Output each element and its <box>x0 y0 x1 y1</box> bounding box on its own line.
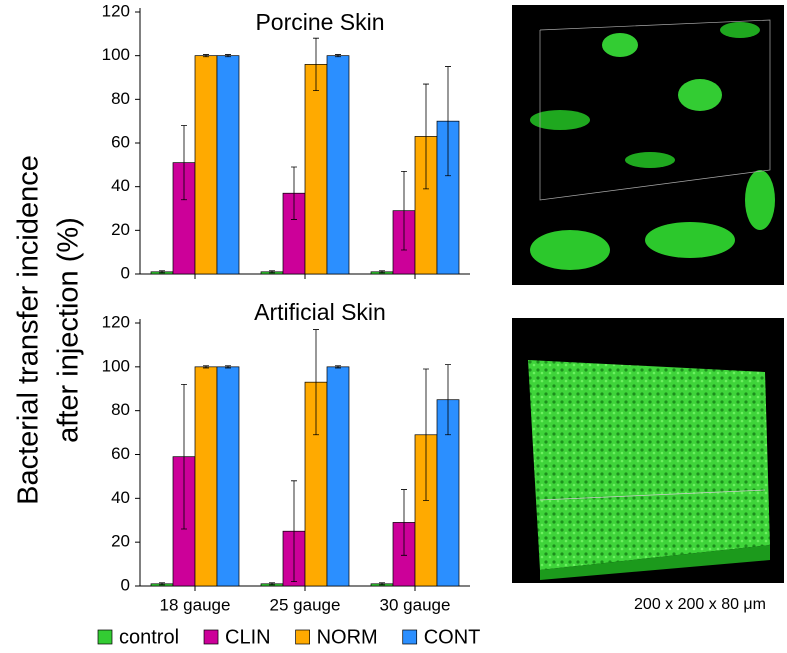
error-bar <box>379 270 385 274</box>
legend-label: control <box>119 626 179 648</box>
y-tick-label: 80 <box>111 89 130 108</box>
error-bar <box>379 582 385 586</box>
bar <box>326 366 350 587</box>
y-tick-label: 60 <box>111 132 130 151</box>
error-bar <box>313 37 319 91</box>
error-bar <box>313 329 319 436</box>
error-bar <box>159 270 165 274</box>
image-caption: 200 x 200 x 80 μm <box>634 596 766 613</box>
error-bar <box>225 54 231 58</box>
y-tick-label: 40 <box>111 488 130 507</box>
y-tick-label: 0 <box>121 575 130 594</box>
chart-title: Artificial Skin <box>254 299 386 325</box>
y-tick-label: 120 <box>102 312 130 331</box>
legend-swatch <box>295 629 310 645</box>
error-bar <box>335 365 341 369</box>
y-tick-label: 80 <box>111 400 130 419</box>
artificial-image <box>512 318 784 583</box>
porcine-image <box>512 5 784 285</box>
error-bar <box>445 66 451 177</box>
error-bar <box>423 368 429 501</box>
y-tick-label: 60 <box>111 444 130 463</box>
error-bar <box>203 54 209 58</box>
bar <box>194 366 218 587</box>
y-tick-label: 20 <box>111 220 130 239</box>
legend-swatch <box>97 629 113 645</box>
error-bar <box>445 364 451 436</box>
error-bar <box>225 365 231 369</box>
x-tick-label: 30 gauge <box>380 595 451 614</box>
error-bar <box>269 270 275 274</box>
y-tick-label: 20 <box>111 532 130 551</box>
legend-label: NORM <box>317 626 378 648</box>
error-bar <box>269 582 275 586</box>
legend-swatch <box>203 629 219 645</box>
error-bar <box>423 83 429 190</box>
chart-title: Porcine Skin <box>255 9 384 35</box>
y-tick-label: 0 <box>121 263 130 282</box>
legend-label: CONT <box>424 626 481 648</box>
y-axis-label: Bacterial transfer incidence <box>13 155 45 505</box>
bar <box>304 64 328 275</box>
y-tick-label: 100 <box>102 356 130 375</box>
error-bar <box>401 489 407 556</box>
bar <box>194 55 218 275</box>
bar <box>216 366 240 587</box>
bar <box>326 55 350 275</box>
y-tick-label: 120 <box>102 1 130 20</box>
bar <box>216 55 240 275</box>
error-bar <box>181 125 187 201</box>
error-bar <box>159 582 165 586</box>
error-bar <box>181 383 187 530</box>
x-tick-label: 18 gauge <box>160 595 231 614</box>
y-tick-label: 100 <box>102 45 130 64</box>
x-tick-label: 25 gauge <box>270 595 341 614</box>
y-tick-label: 40 <box>111 176 130 195</box>
y-axis-label: after injection (%) <box>53 217 85 443</box>
legend-swatch <box>402 629 418 645</box>
error-bar <box>203 365 209 369</box>
error-bar <box>401 170 407 251</box>
error-bar <box>291 480 297 583</box>
legend-label: CLIN <box>225 626 271 648</box>
error-bar <box>335 54 341 58</box>
error-bar <box>291 166 297 220</box>
